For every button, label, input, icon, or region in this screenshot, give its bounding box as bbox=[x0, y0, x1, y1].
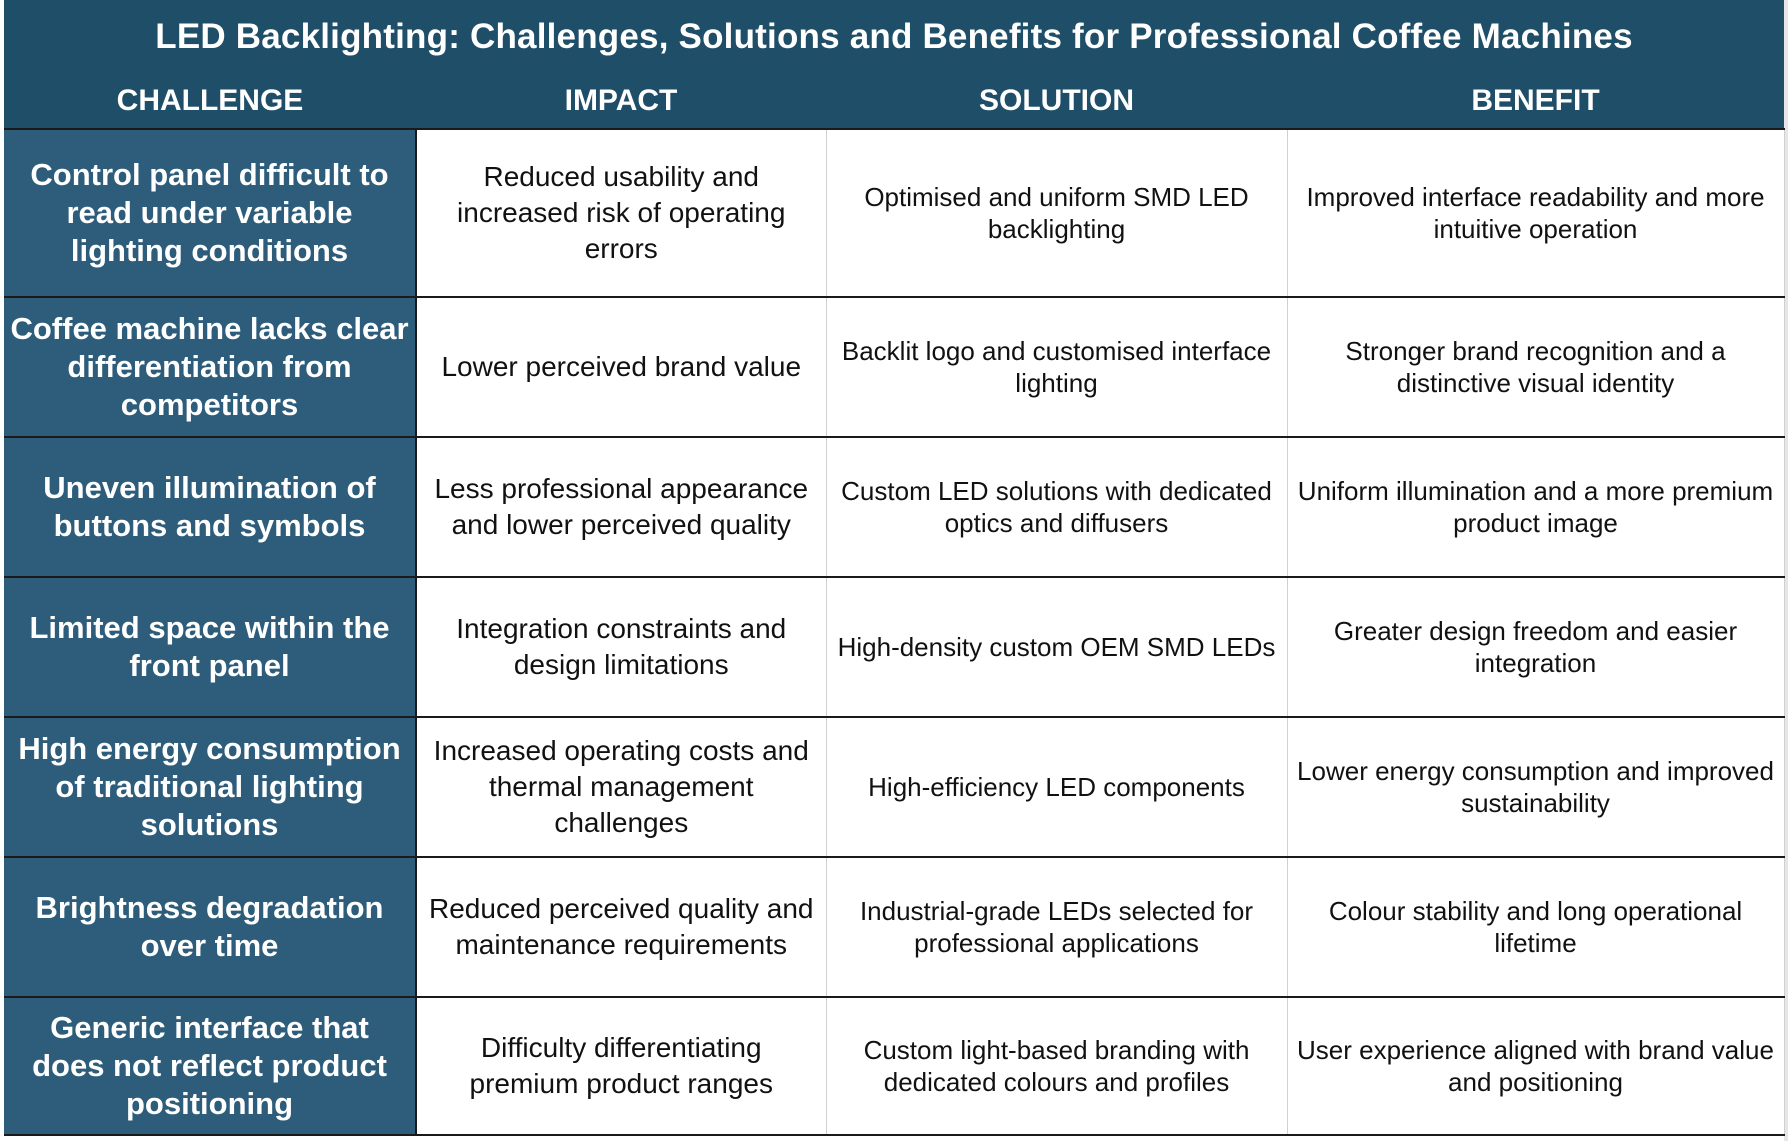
benefit-cell[interactable]: Lower energy consumption and improved su… bbox=[1287, 717, 1785, 858]
comparison-table: CHALLENGE IMPACT SOLUTION BENEFIT Contro… bbox=[4, 74, 1785, 1136]
solution-cell[interactable]: High-density custom OEM SMD LEDs bbox=[826, 577, 1288, 718]
header-challenge[interactable]: CHALLENGE bbox=[4, 74, 416, 130]
header-impact[interactable]: IMPACT bbox=[416, 74, 826, 130]
solution-cell[interactable]: Optimised and uniform SMD LED backlighti… bbox=[826, 129, 1288, 298]
solution-cell[interactable]: Custom LED solutions with dedicated opti… bbox=[826, 437, 1288, 578]
impact-cell[interactable]: Less professional appearance and lower p… bbox=[416, 437, 827, 578]
impact-cell[interactable]: Lower perceived brand value bbox=[416, 297, 827, 438]
benefit-cell[interactable]: Greater design freedom and easier integr… bbox=[1287, 577, 1785, 718]
challenge-cell[interactable]: Uneven illumination of buttons and symbo… bbox=[4, 437, 417, 578]
table-row: Brightness degradation over time Reduced… bbox=[4, 857, 1785, 998]
table-header: CHALLENGE IMPACT SOLUTION BENEFIT bbox=[4, 74, 1784, 130]
solution-cell[interactable]: Custom light-based branding with dedicat… bbox=[826, 997, 1288, 1136]
header-row: CHALLENGE IMPACT SOLUTION BENEFIT bbox=[4, 74, 1784, 130]
comparison-table-container: LED Backlighting: Challenges, Solutions … bbox=[4, 0, 1785, 1136]
benefit-cell[interactable]: User experience aligned with brand value… bbox=[1287, 997, 1785, 1136]
benefit-cell[interactable]: Colour stability and long operational li… bbox=[1287, 857, 1785, 998]
table-title[interactable]: LED Backlighting: Challenges, Solutions … bbox=[4, 0, 1784, 74]
table-body: Control panel difficult to read under va… bbox=[4, 129, 1785, 1136]
benefit-cell[interactable]: Uniform illumination and a more premium … bbox=[1287, 437, 1785, 578]
table-row: Uneven illumination of buttons and symbo… bbox=[4, 437, 1785, 578]
table-row: High energy consumption of traditional l… bbox=[4, 717, 1785, 858]
challenge-cell[interactable]: Generic interface that does not reflect … bbox=[4, 997, 417, 1136]
solution-cell[interactable]: High-efficiency LED components bbox=[826, 717, 1288, 858]
challenge-cell[interactable]: Limited space within the front panel bbox=[4, 577, 417, 718]
impact-cell[interactable]: Reduced perceived quality and maintenanc… bbox=[416, 857, 827, 998]
impact-cell[interactable]: Difficulty differentiating premium produ… bbox=[416, 997, 827, 1136]
solution-cell[interactable]: Backlit logo and customised interface li… bbox=[826, 297, 1288, 438]
impact-cell[interactable]: Increased operating costs and thermal ma… bbox=[416, 717, 827, 858]
benefit-cell[interactable]: Improved interface readability and more … bbox=[1287, 129, 1785, 298]
table-row: Coffee machine lacks clear differentiati… bbox=[4, 297, 1785, 438]
sheet-grid-strip bbox=[1784, 0, 1788, 1141]
benefit-cell[interactable]: Stronger brand recognition and a distinc… bbox=[1287, 297, 1785, 438]
header-solution[interactable]: SOLUTION bbox=[826, 74, 1287, 130]
challenge-cell[interactable]: High energy consumption of traditional l… bbox=[4, 717, 417, 858]
challenge-cell[interactable]: Brightness degradation over time bbox=[4, 857, 417, 998]
table-row: Limited space within the front panel Int… bbox=[4, 577, 1785, 718]
challenge-cell[interactable]: Coffee machine lacks clear differentiati… bbox=[4, 297, 417, 438]
impact-cell[interactable]: Reduced usability and increased risk of … bbox=[416, 129, 827, 298]
header-benefit[interactable]: BENEFIT bbox=[1287, 74, 1784, 130]
impact-cell[interactable]: Integration constraints and design limit… bbox=[416, 577, 827, 718]
solution-cell[interactable]: Industrial-grade LEDs selected for profe… bbox=[826, 857, 1288, 998]
table-row: Control panel difficult to read under va… bbox=[4, 129, 1785, 298]
challenge-cell[interactable]: Control panel difficult to read under va… bbox=[4, 129, 417, 298]
table-row: Generic interface that does not reflect … bbox=[4, 997, 1785, 1136]
